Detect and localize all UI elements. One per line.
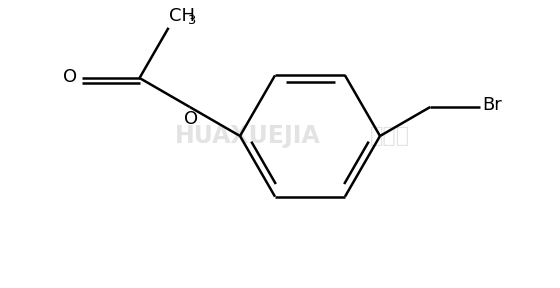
Text: O: O [63, 68, 77, 86]
Text: Br: Br [483, 96, 502, 114]
Text: 3: 3 [186, 14, 195, 27]
Text: CH: CH [169, 7, 194, 25]
Text: HUAXUEJIA: HUAXUEJIA [175, 124, 321, 148]
Text: 化学加: 化学加 [370, 126, 410, 146]
Text: O: O [184, 110, 198, 128]
